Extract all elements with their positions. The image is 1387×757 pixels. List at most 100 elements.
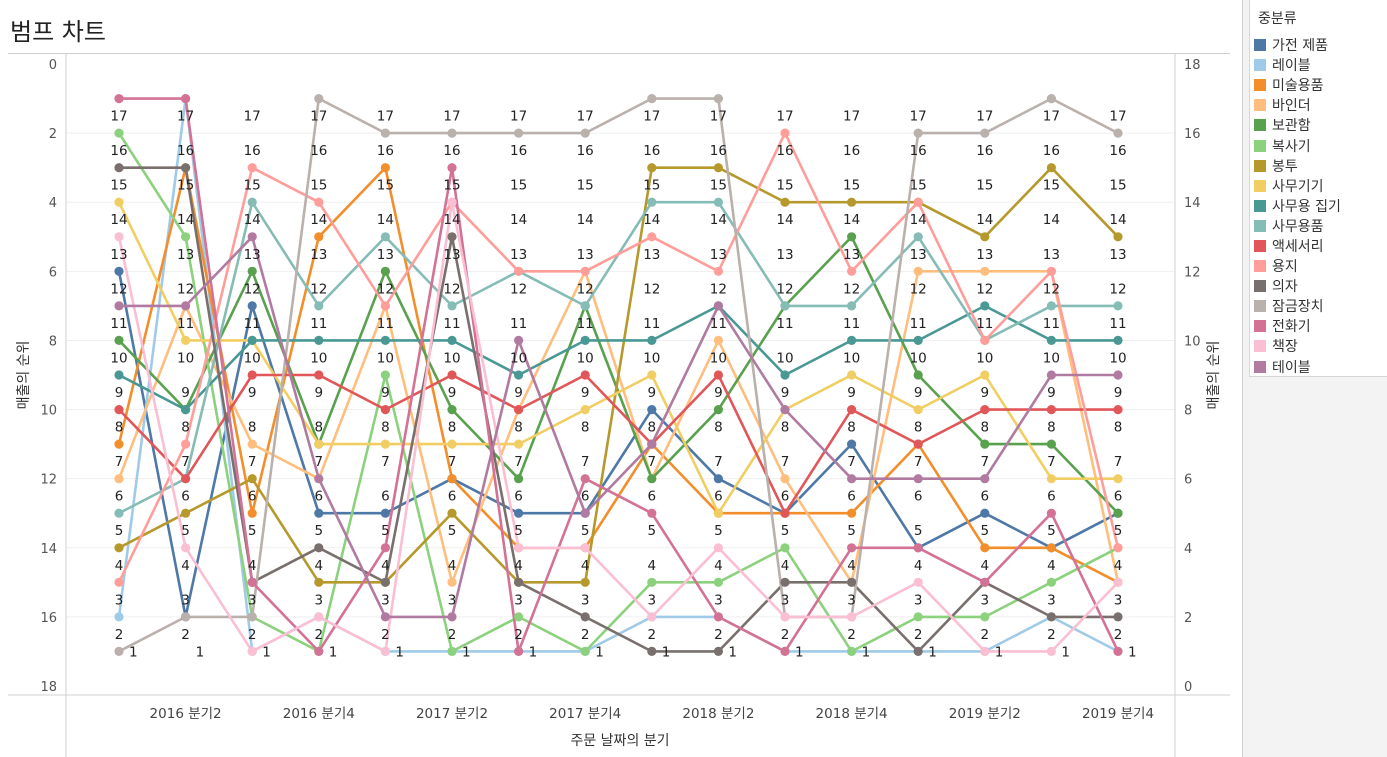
data-point	[247, 370, 257, 380]
legend-item[interactable]: 의자	[1254, 276, 1341, 296]
rank-label: 5	[981, 523, 990, 539]
rank-label: 9	[115, 385, 124, 401]
series-line	[117, 269, 1120, 619]
rank-label: 5	[847, 523, 856, 539]
data-point	[1046, 508, 1056, 518]
data-point	[780, 197, 790, 207]
legend-item[interactable]: 복사기	[1254, 135, 1341, 155]
legend-label: 의자	[1272, 279, 1298, 296]
rank-label: 5	[115, 523, 124, 539]
rank-label: 6	[914, 489, 923, 505]
rank-label: 16	[443, 143, 460, 159]
rank-label: 16	[577, 143, 594, 159]
series-line	[117, 131, 1120, 584]
rank-label: 6	[181, 489, 190, 505]
legend-item[interactable]: 테이블	[1254, 357, 1341, 377]
data-point	[447, 232, 457, 242]
rank-label: 2	[381, 627, 390, 643]
data-point	[847, 439, 857, 449]
data-point	[780, 543, 790, 553]
data-point	[847, 232, 857, 242]
data-point	[647, 612, 657, 622]
rank-label: 12	[976, 281, 993, 297]
rank-label: 3	[581, 592, 590, 608]
legend-item[interactable]: 전화기	[1254, 316, 1341, 336]
right-tick-label: 0	[1184, 680, 1192, 695]
data-point	[514, 612, 524, 622]
data-point	[913, 335, 923, 345]
legend-item[interactable]: 봉투	[1254, 156, 1341, 176]
rank-label: 1	[395, 644, 404, 660]
data-point	[247, 439, 257, 449]
rank-label: 13	[910, 247, 927, 263]
legend-swatch	[1254, 260, 1266, 273]
legend-item[interactable]: 사무용 집기	[1254, 196, 1341, 216]
data-point	[913, 128, 923, 138]
legend-item[interactable]: 잠금장치	[1254, 296, 1341, 316]
rank-label: 14	[1043, 212, 1060, 228]
legend-item[interactable]: 사무기기	[1254, 176, 1341, 196]
rank-label: 10	[244, 350, 261, 366]
rank-label: 9	[448, 385, 457, 401]
data-point	[314, 335, 324, 345]
legend-label: 잠금장치	[1272, 299, 1324, 316]
data-point	[181, 232, 191, 242]
rank-label: 1	[862, 644, 871, 660]
legend-item[interactable]: 바인더	[1254, 95, 1341, 115]
data-point	[847, 474, 857, 484]
series-line	[117, 235, 1120, 619]
rank-label: 1	[928, 644, 937, 660]
data-point	[314, 197, 324, 207]
rank-label: 11	[910, 316, 927, 332]
data-point	[580, 577, 590, 587]
right-tick-label: 16	[1184, 127, 1201, 142]
legend-item[interactable]: 가전 제품	[1254, 35, 1341, 55]
left-tick-label: 14	[40, 542, 57, 557]
data-point	[314, 543, 324, 553]
data-point	[247, 646, 257, 657]
legend-item[interactable]: 액세서리	[1254, 236, 1341, 256]
rank-label: 15	[177, 178, 194, 194]
legend-item[interactable]: 책장	[1254, 336, 1341, 356]
data-point	[114, 301, 124, 311]
data-point	[647, 577, 657, 587]
data-point	[447, 163, 457, 173]
rank-label: 11	[244, 316, 261, 332]
legend-item[interactable]: 미술용품	[1254, 75, 1341, 95]
rank-label: 9	[981, 385, 990, 401]
rank-label: 7	[847, 454, 856, 470]
data-point	[447, 128, 457, 138]
legend-item[interactable]: 보관함	[1254, 115, 1341, 135]
legend-swatch	[1254, 119, 1266, 132]
rank-label: 1	[262, 644, 271, 660]
rank-label: 4	[1047, 558, 1056, 574]
data-labels: 1716151413121110987654321171615141312111…	[110, 109, 1136, 661]
legend-item[interactable]: 사무용품	[1254, 216, 1341, 236]
rank-label: 17	[1109, 109, 1126, 125]
page-title: 범프 차트	[10, 18, 106, 46]
series-lines	[117, 97, 1120, 653]
rank-label: 14	[110, 212, 127, 228]
rank-label: 5	[1114, 523, 1123, 539]
rank-label: 3	[448, 592, 457, 608]
data-point	[1113, 612, 1123, 622]
data-point	[181, 543, 191, 553]
rank-label: 8	[514, 420, 523, 436]
rank-label: 7	[581, 454, 590, 470]
data-point	[580, 266, 590, 276]
data-point	[114, 577, 124, 587]
rank-label: 3	[115, 592, 124, 608]
rank-label: 16	[510, 143, 527, 159]
rank-label: 9	[714, 385, 723, 401]
legend-item[interactable]: 용지	[1254, 256, 1341, 276]
rank-label: 1	[662, 644, 671, 660]
rank-label: 12	[776, 281, 793, 297]
legend-item[interactable]: 레이블	[1254, 55, 1341, 75]
rank-label: 3	[514, 592, 523, 608]
rank-label: 15	[976, 178, 993, 194]
data-point	[114, 266, 124, 276]
data-point	[380, 163, 390, 173]
data-point	[447, 577, 457, 587]
rank-label: 17	[377, 109, 394, 125]
x-tick-label: 2018 분기2	[682, 706, 754, 722]
